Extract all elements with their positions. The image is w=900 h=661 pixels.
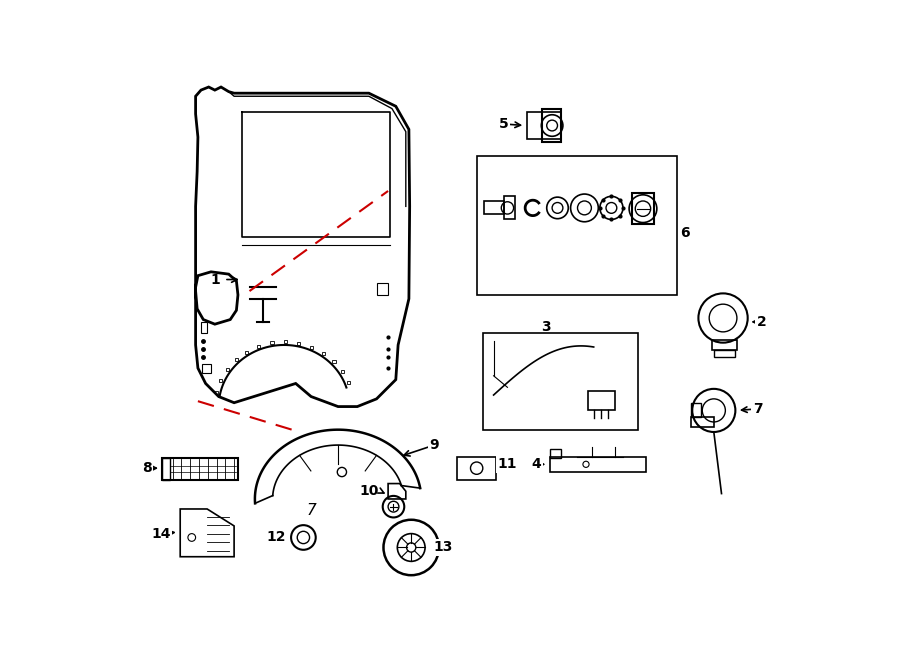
Text: 11: 11 [498, 457, 518, 471]
Text: 6: 6 [680, 226, 689, 241]
Text: 13: 13 [434, 541, 454, 555]
Text: 1: 1 [210, 272, 220, 286]
Text: 10: 10 [359, 485, 379, 498]
Text: 3: 3 [541, 321, 551, 334]
Text: 7: 7 [306, 503, 316, 518]
Text: 8: 8 [142, 461, 152, 475]
Text: 14: 14 [151, 527, 171, 541]
Text: 9: 9 [429, 438, 439, 452]
Text: 12: 12 [266, 531, 286, 545]
Text: 4: 4 [532, 457, 542, 471]
Text: 2: 2 [757, 315, 767, 329]
Text: 5: 5 [499, 117, 508, 131]
Text: 7: 7 [753, 402, 762, 416]
